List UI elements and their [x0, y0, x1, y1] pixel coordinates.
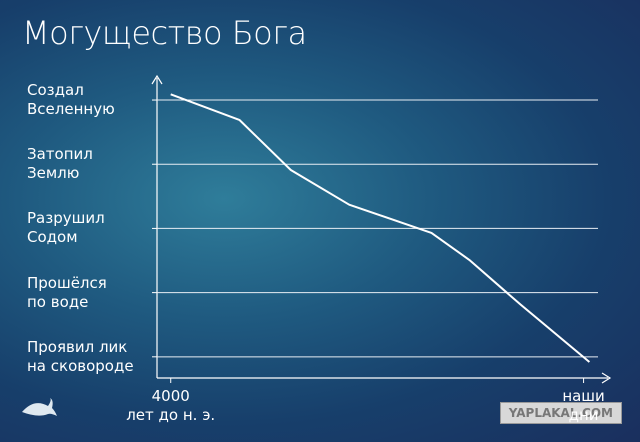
y-tick-label: Прошёлся по воде — [27, 273, 107, 311]
x-tick-label: наши дни — [562, 387, 605, 424]
data-line — [170, 93, 591, 363]
y-tick-label: Разрушил Содом — [27, 209, 105, 247]
chart-title: Могущество Бога — [22, 14, 307, 52]
y-tick-label: Создал Вселенную — [27, 81, 115, 119]
y-tick-label: Проявил лик на сковороде — [27, 337, 134, 375]
x-arrow — [601, 372, 612, 384]
y-arrow — [151, 74, 163, 85]
dolphin-icon — [22, 398, 57, 416]
watermark: YAPLAKAL.COM — [499, 402, 622, 424]
x-tick-label: 4000 лет до н. э. — [126, 387, 216, 424]
y-tick-label: Затопил Землю — [27, 145, 93, 183]
